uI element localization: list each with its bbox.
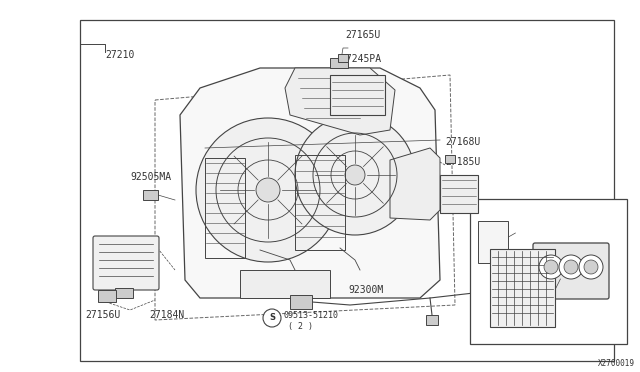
Bar: [80, 20, 614, 361]
Bar: [338, 54, 348, 62]
Circle shape: [345, 165, 365, 185]
Polygon shape: [390, 148, 440, 220]
Text: 09513-51210: 09513-51210: [284, 311, 339, 321]
Circle shape: [584, 260, 598, 274]
Bar: [240, 270, 330, 298]
Bar: [295, 155, 345, 250]
Bar: [330, 75, 385, 115]
Text: 27202DRA: 27202DRA: [515, 224, 563, 234]
Bar: [98, 290, 116, 302]
Bar: [490, 249, 556, 327]
Bar: [290, 295, 312, 309]
FancyBboxPatch shape: [93, 236, 159, 290]
Bar: [426, 315, 438, 325]
Polygon shape: [180, 68, 440, 298]
Circle shape: [579, 255, 603, 279]
Text: 92505MA: 92505MA: [130, 172, 171, 182]
Text: 27184N: 27184N: [149, 310, 184, 320]
Bar: [205, 158, 245, 258]
Text: 27165U: 27165U: [345, 30, 380, 40]
Circle shape: [263, 309, 281, 327]
Bar: [440, 175, 478, 213]
Text: ( 2 ): ( 2 ): [288, 323, 313, 331]
Text: S: S: [269, 314, 275, 323]
Text: 27020R: 27020R: [561, 274, 596, 284]
Text: 27210: 27210: [105, 50, 134, 60]
Circle shape: [256, 178, 280, 202]
Circle shape: [544, 260, 558, 274]
Bar: [445, 155, 455, 163]
Text: W/O ACC: W/O ACC: [476, 211, 521, 220]
Text: 27168U: 27168U: [445, 137, 480, 147]
Circle shape: [539, 255, 563, 279]
Bar: [143, 190, 158, 200]
Circle shape: [196, 118, 340, 262]
Bar: [479, 221, 508, 263]
Text: 92300M: 92300M: [348, 285, 383, 295]
Bar: [470, 199, 627, 344]
Text: 27185U: 27185U: [445, 157, 480, 167]
Text: X2700019: X2700019: [598, 359, 635, 368]
Circle shape: [559, 255, 583, 279]
FancyBboxPatch shape: [533, 243, 609, 299]
Text: 27156U: 27156U: [85, 310, 120, 320]
Bar: [115, 288, 133, 298]
Bar: [330, 58, 348, 68]
Text: SEC.272: SEC.272: [540, 303, 581, 313]
Text: 27245PA: 27245PA: [340, 54, 381, 64]
Polygon shape: [285, 68, 395, 135]
Circle shape: [564, 260, 578, 274]
Circle shape: [295, 115, 415, 235]
